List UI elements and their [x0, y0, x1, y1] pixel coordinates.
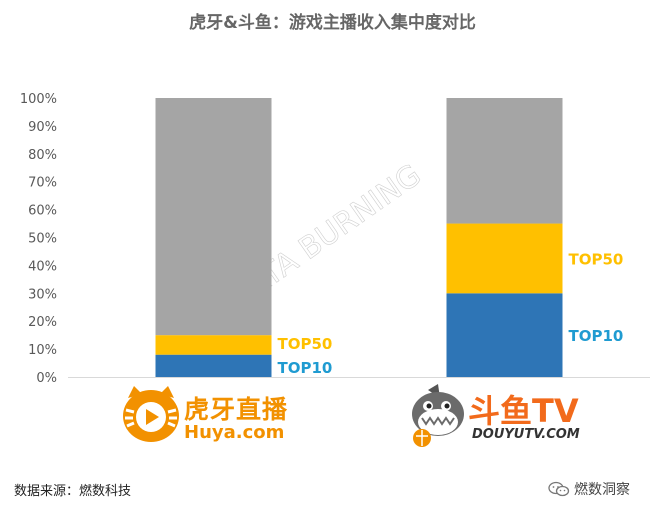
bar-segment-remainder-1 — [446, 98, 563, 224]
huya-logo-text: 虎牙直播 — [184, 395, 289, 424]
y-tick-label: 0% — [36, 371, 57, 386]
y-tick-label: 80% — [28, 148, 57, 163]
wechat-icon — [548, 481, 570, 497]
huya-logo: 虎牙直播 Huya.com — [120, 384, 310, 444]
bar-label-top10-1: TOP10 — [569, 327, 624, 345]
bar-segment-top10-0 — [155, 354, 272, 377]
y-tick-label: 50% — [28, 232, 57, 247]
tiger-play-icon — [123, 386, 179, 442]
chart-title: 虎牙&斗鱼：游戏主播收入集中度对比 — [189, 13, 476, 33]
stacked-bar-chart: DATA BURNING0%10%20%30%40%50%60%70%80%90… — [20, 92, 650, 386]
bar-segment-top10-1 — [446, 293, 563, 377]
y-tick-label: 40% — [28, 259, 57, 274]
bar-label-top50-0: TOP50 — [278, 335, 333, 353]
y-tick-label: 60% — [28, 204, 57, 219]
data-source: 数据来源：燃数科技 — [14, 484, 132, 499]
douyu-logo: 斗鱼TV DOUYUTV.COM — [408, 384, 608, 448]
y-tick-label: 70% — [28, 176, 57, 191]
bar-segment-top50-1 — [446, 223, 563, 294]
wechat-account: 燃数洞察 — [548, 479, 630, 499]
y-tick-label: 10% — [28, 343, 57, 358]
bar-label-top50-1: TOP50 — [569, 250, 624, 268]
bar-segment-remainder-0 — [155, 98, 272, 336]
y-tick-label: 20% — [28, 315, 57, 330]
bar-label-top10-0: TOP10 — [278, 359, 333, 377]
douyu-logo-domain: DOUYUTV.COM — [472, 427, 580, 442]
douyu-logo-text: 斗鱼TV — [468, 392, 579, 430]
wechat-account-name: 燃数洞察 — [574, 482, 630, 498]
shark-mascot-icon — [412, 384, 464, 447]
y-tick-label: 100% — [20, 92, 57, 107]
y-tick-label: 30% — [28, 287, 57, 302]
huya-logo-domain: Huya.com — [184, 422, 285, 443]
bar-segment-top50-0 — [155, 335, 272, 355]
y-tick-label: 90% — [28, 120, 57, 135]
